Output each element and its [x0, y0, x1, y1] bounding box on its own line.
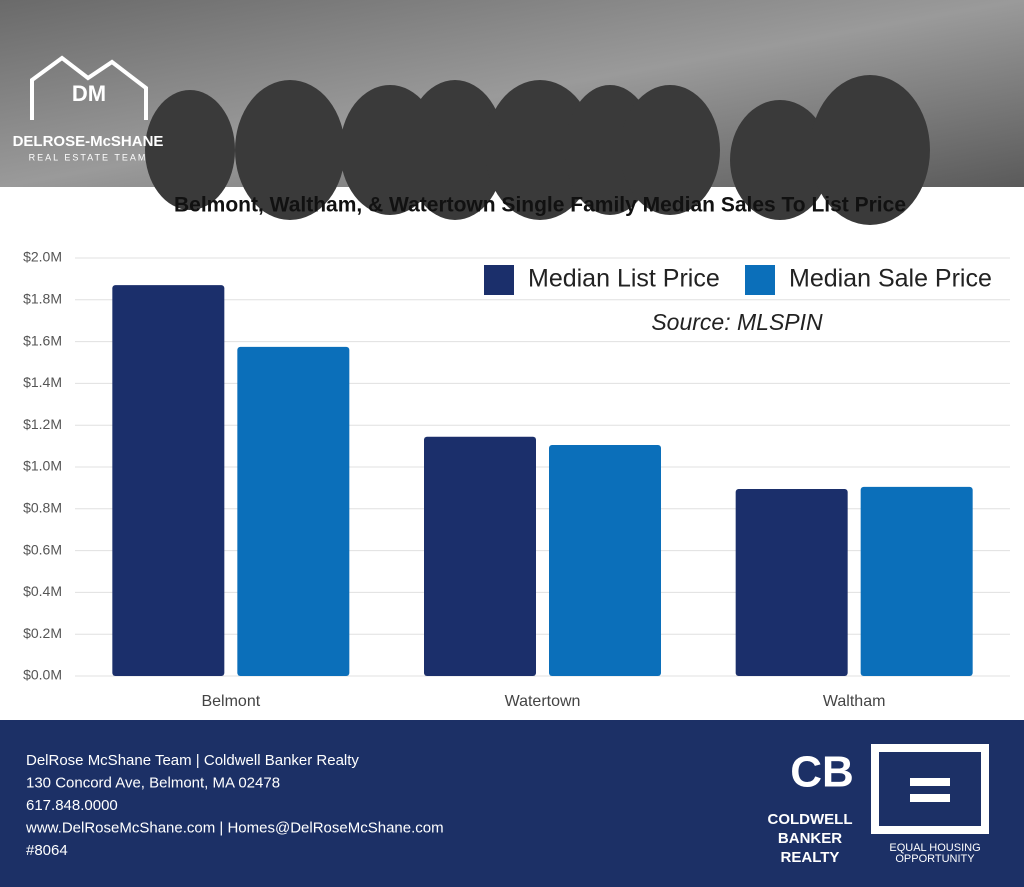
bar	[549, 445, 661, 676]
cb-monogram: CB	[790, 748, 854, 797]
x-tick-label: Watertown	[505, 693, 581, 710]
annotation: Source: MLSPIN	[651, 309, 823, 335]
legend-swatch	[484, 265, 514, 295]
cb-logo-text: BANKER	[778, 830, 842, 847]
bar	[112, 285, 225, 676]
y-tick-label: $0.2M	[23, 625, 62, 641]
brand-tagline: REAL ESTATE TEAM	[29, 152, 148, 162]
x-tick-label: Belmont	[201, 693, 260, 710]
y-tick-label: $1.4M	[23, 374, 62, 390]
chart-title: Belmont, Waltham, & Watertown Single Fam…	[174, 194, 906, 217]
x-tick-label: Waltham	[823, 693, 886, 710]
legend-swatch	[745, 265, 775, 295]
y-tick-label: $1.2M	[23, 416, 62, 432]
footer-line: 130 Concord Ave, Belmont, MA 02478	[26, 774, 280, 791]
brand-logo	[30, 55, 148, 120]
brand-monogram: DM	[72, 81, 106, 106]
footer-band	[0, 720, 1024, 887]
brand-name: DELROSE-McSHANE	[13, 133, 164, 150]
eho-text: EQUAL HOUSING	[889, 842, 980, 854]
legend-label: Median List Price	[528, 265, 720, 293]
eho-text: OPPORTUNITY	[895, 853, 975, 865]
y-tick-label: $0.6M	[23, 541, 62, 557]
cb-logo-text: REALTY	[781, 849, 840, 866]
footer-line: DelRose McShane Team | Coldwell Banker R…	[26, 752, 359, 769]
eho-bar	[910, 794, 950, 802]
eho-house	[871, 744, 989, 834]
y-tick-label: $1.6M	[23, 332, 62, 348]
bar	[424, 436, 536, 676]
people-silhouettes	[145, 75, 930, 225]
y-tick-label: $1.8M	[23, 291, 62, 307]
bar	[237, 346, 350, 676]
footer-line: www.DelRoseMcShane.com | Homes@DelRoseMc…	[25, 819, 444, 836]
y-tick-label: $0.0M	[23, 667, 62, 683]
footer-line: 617.848.0000	[26, 797, 118, 814]
eho-bar	[910, 778, 950, 786]
footer-text: DelRose McShane Team | Coldwell Banker R…	[25, 752, 444, 859]
y-tick-label: $2.0M	[23, 249, 62, 265]
footer-line: #8064	[26, 842, 68, 859]
bar	[860, 486, 973, 676]
cb-logo-text: COLDWELL	[768, 811, 853, 828]
y-tick-label: $0.4M	[23, 583, 62, 599]
y-tick-label: $1.0M	[23, 458, 62, 474]
y-tick-label: $0.8M	[23, 500, 62, 516]
bar	[735, 488, 848, 676]
legend-label: Median Sale Price	[789, 265, 992, 293]
